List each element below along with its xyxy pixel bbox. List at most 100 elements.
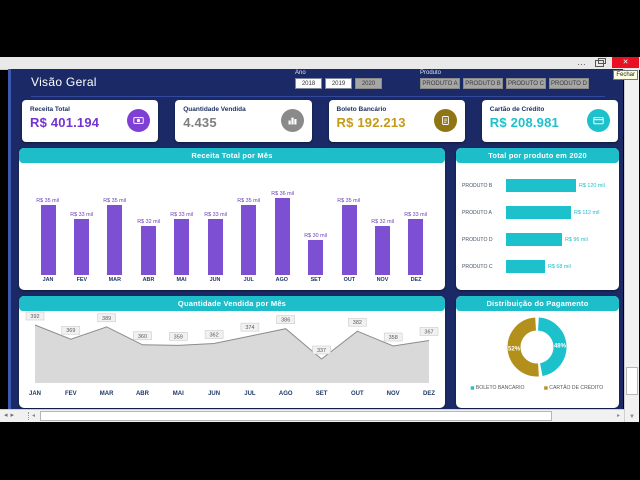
hbar-row: PRODUTO B R$ 120 mil (462, 172, 613, 199)
svg-text:ABR: ABR (136, 391, 150, 397)
bar (341, 205, 357, 275)
bar-column: R$ 33 mil DEZ (401, 212, 431, 283)
header-divider (31, 96, 605, 97)
category-label: PRODUTO B (462, 182, 493, 189)
product-button-d[interactable]: PRODUTO D (549, 78, 589, 89)
horizontal-scrollbar[interactable]: ◂▸ ◂ ▸ (0, 409, 624, 422)
sheet-nav-divider (28, 412, 29, 420)
bar-value-label: R$ 35 mil (36, 198, 60, 204)
bar (40, 205, 56, 275)
svg-text:JUL: JUL (244, 391, 256, 397)
sheet-nav-arrows[interactable]: ◂▸ (4, 412, 18, 419)
legend-label: BOLETO BANCÁRIO (475, 385, 525, 391)
svg-text:48%: 48% (554, 344, 567, 350)
kpi-card-cartao-credito: Cartão de Crédito R$ 208.981 (481, 100, 618, 142)
year-button-2020[interactable]: 2020 (355, 78, 382, 89)
svg-text:369: 369 (66, 328, 75, 334)
page-title: Visão Geral (31, 75, 97, 89)
svg-text:52%: 52% (508, 346, 521, 352)
money-icon (127, 109, 151, 132)
vertical-scrollbar[interactable]: ▲ ▼ (624, 69, 639, 422)
product-button-b[interactable]: PRODUTO B (463, 78, 503, 89)
donut-legend: BOLETO BANCÁRIO CARTÃO DE CRÉDITO (456, 385, 619, 391)
svg-text:389: 389 (102, 316, 111, 322)
bar (241, 205, 257, 275)
ano-slicer-label: Ano (295, 70, 306, 76)
bar (140, 226, 156, 275)
bar-column: R$ 36 mil AGO (267, 191, 297, 283)
bar-value-label: R$ 35 mil (237, 198, 261, 204)
restore-window-icon[interactable] (595, 58, 606, 67)
svg-text:MAR: MAR (100, 391, 114, 397)
svg-text:360: 360 (138, 334, 147, 340)
svg-text:DEZ: DEZ (423, 391, 435, 397)
donut-chart: 48% 52% (507, 317, 567, 377)
bar-value-label: R$ 33 mil (70, 212, 93, 218)
chart-title: Receita Total por Mês (19, 148, 445, 163)
svg-text:386: 386 (281, 318, 290, 324)
svg-text:367: 367 (424, 329, 433, 335)
kpi-card-quantidade-vendida: Quantidade Vendida 4.435 (175, 100, 312, 142)
kpi-label: Cartão de Crédito (489, 106, 545, 113)
bar (207, 219, 223, 275)
svg-text:AGO: AGO (279, 391, 293, 397)
bar-column: R$ 30 mil SET (301, 233, 331, 283)
kpi-row: Receita Total R$ 401.194 Quantidade Vend… (22, 100, 618, 142)
produto-slicer-label: Produto (420, 70, 442, 76)
kpi-value: R$ 192.213 (336, 115, 406, 130)
chart-title: Quantidade Vendida por Mês (19, 296, 445, 311)
category-label: PRODUTO C (462, 263, 493, 270)
scroll-right-icon[interactable]: ▸ (616, 413, 620, 419)
svg-text:374: 374 (245, 325, 254, 331)
bar-value-label: R$ 30 mil (304, 233, 328, 239)
x-axis-label: AGO (276, 277, 289, 283)
svg-text:OUT: OUT (351, 391, 364, 397)
x-axis-label: JAN (42, 277, 54, 283)
x-axis-label: JUL (243, 277, 254, 283)
svg-text:382: 382 (353, 320, 362, 326)
kpi-card-receita-total: Receita Total R$ 401.194 (22, 100, 159, 142)
bar-column: R$ 33 mil MAI (167, 212, 197, 283)
produto-bar-plot: PRODUTO B R$ 120 mil PRODUTO A R$ 112 mil PR… (456, 163, 619, 280)
hbar-row: PRODUTO D R$ 96 mil (462, 226, 613, 253)
x-axis-label: FEV (76, 277, 87, 283)
receita-bar-plot: R$ 35 mil JAN R$ 33 mil FEV R$ 35 mil MAR R$ 3… (19, 163, 445, 283)
svg-text:359: 359 (174, 334, 183, 340)
x-axis-label: OUT (343, 277, 355, 283)
product-button-a[interactable]: PRODUTO A (420, 78, 460, 89)
x-axis-label: JUN (209, 277, 221, 283)
bar-value-label: R$ 35 mil (337, 198, 361, 204)
bar-chart-icon (280, 109, 304, 132)
horizontal-scroll-thumb[interactable] (40, 411, 552, 421)
svg-text:NOV: NOV (387, 391, 400, 397)
close-button[interactable]: ✕ (612, 57, 639, 68)
chart-title: Total por produto em 2020 (456, 148, 619, 163)
bar (506, 233, 562, 246)
bar-column: R$ 32 mil ABR (133, 219, 163, 283)
bar-column: R$ 35 mil JUL (234, 198, 264, 283)
area-chart: 392 JAN 369 FEV 389 MAR 360 ABR 359 MAI 362 JUN 374 J… (25, 311, 439, 397)
bar (308, 240, 324, 275)
year-button-2019[interactable]: 2019 (325, 78, 352, 89)
svg-text:FEV: FEV (65, 391, 77, 397)
year-button-2018[interactable]: 2018 (295, 78, 322, 89)
svg-text:JUN: JUN (208, 391, 220, 397)
bar-column: R$ 33 mil FEV (66, 212, 96, 283)
vertical-scroll-thumb[interactable] (626, 367, 638, 395)
bar (73, 219, 89, 275)
bar (107, 205, 123, 275)
bar (274, 198, 290, 275)
svg-text:337: 337 (317, 348, 326, 354)
scroll-down-icon[interactable]: ▼ (629, 414, 635, 420)
bar (375, 226, 391, 275)
chart-card-total-produto: Total por produto em 2020 PRODUTO B R$ 12… (456, 148, 619, 290)
scroll-left-icon[interactable]: ◂ (32, 413, 36, 419)
legend-item-cartao: CARTÃO DE CRÉDITO (544, 385, 604, 391)
legend-item-boleto: BOLETO BANCÁRIO (470, 385, 525, 391)
product-button-c[interactable]: PRODUTO C (506, 78, 546, 89)
category-label: PRODUTO D (462, 236, 493, 243)
svg-text:362: 362 (209, 333, 218, 339)
bar-column: R$ 32 mil NOV (368, 219, 398, 283)
ribbon-ellipsis-icon[interactable]: … (577, 57, 586, 67)
legend-dot-cartao (544, 386, 549, 390)
